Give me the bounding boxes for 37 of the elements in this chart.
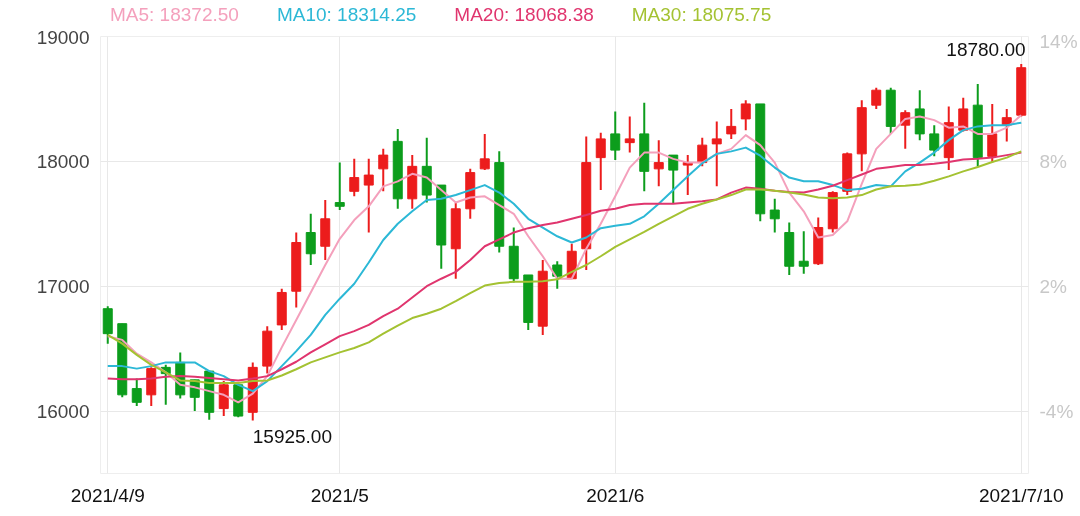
candlestick (479, 132, 490, 172)
x-tick-label: 2021/7/10 (978, 484, 1064, 506)
candlestick (624, 115, 635, 154)
candlestick (929, 124, 940, 158)
y-tick-label: 19000 (36, 26, 90, 48)
candlestick (987, 102, 998, 164)
candlestick (668, 154, 679, 205)
text: MA30: 18075.75 (631, 4, 772, 25)
y-tick-label: 16000 (36, 400, 90, 422)
candlestick (610, 110, 621, 162)
candlestick (726, 107, 737, 140)
candlestick (711, 120, 722, 188)
y-tick-label: 18000 (36, 150, 90, 172)
candlestick (769, 197, 780, 234)
candlestick (697, 136, 708, 168)
candlestick (595, 131, 606, 192)
y-tick-label: 17000 (36, 275, 90, 297)
text: MA5: 18372.50 (110, 4, 239, 25)
candlestick (363, 157, 374, 234)
candlestick (218, 380, 229, 418)
candlestick (349, 157, 360, 198)
candlestick (740, 99, 751, 132)
candlestick (798, 230, 809, 275)
x-tick-label: 2021/4/9 (70, 484, 145, 506)
candlestick (305, 212, 316, 266)
candlestick (378, 147, 389, 193)
annotation: 15925.00 (252, 426, 332, 448)
text: MA10: 18314.25 (276, 4, 417, 25)
candlestick (131, 377, 142, 408)
text: MA20: 18068.38 (454, 4, 594, 25)
annotation: 18780.00 (946, 38, 1026, 60)
candlestick (334, 161, 345, 212)
candlestick (552, 260, 563, 290)
x-tick-label: 2021/5 (310, 484, 369, 506)
candlestick (653, 139, 664, 188)
x-tick-label: 2021/6 (586, 484, 645, 506)
candlestick (871, 86, 882, 110)
